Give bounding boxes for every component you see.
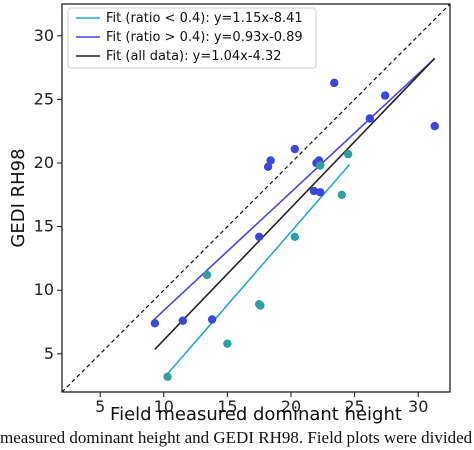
scatter-chart: 5 10 15 20 25 30 5 10 15 20 25 30 Field measured d… (8, 3, 451, 425)
x-tick-label: 5 (95, 397, 105, 416)
data-point-series-0 (430, 121, 439, 131)
data-point-series-0 (316, 188, 325, 197)
x-tick-label: 15 (217, 397, 237, 416)
one-to-one-line (62, 4, 450, 392)
data-point-series-0 (365, 114, 375, 123)
y-tick-label: 5 (44, 344, 54, 363)
data-point-series-1 (316, 161, 325, 170)
data-point-series-0 (254, 232, 264, 241)
y-tick-label: 15 (34, 217, 54, 236)
x-tick-label: 30 (408, 397, 428, 416)
x-axis-title: Field measured dominant height (110, 404, 402, 425)
y-axis-title: GEDI RH98 (8, 148, 29, 247)
data-point-series-0 (330, 78, 339, 88)
data-point-series-1 (223, 339, 232, 348)
data-point-series-1 (256, 301, 265, 310)
data-point-series-0 (263, 162, 273, 172)
data-point-series-0 (309, 186, 319, 196)
x-tick-label: 10 (154, 397, 174, 416)
data-point-series-1 (202, 270, 212, 280)
data-points (150, 78, 439, 381)
figure-caption: measured dominant height and GEDI RH98. … (0, 428, 474, 447)
data-point-series-1 (344, 149, 353, 159)
legend-label-all-data: Fit (all data): y=1.04x-4.32 (106, 49, 282, 64)
data-point-series-0 (380, 91, 390, 100)
data-point-series-0 (207, 315, 217, 324)
data-point-series-1 (337, 190, 347, 200)
fit-line-0 (164, 164, 351, 378)
y-tick-label: 20 (34, 153, 54, 172)
data-point-series-0 (290, 144, 299, 154)
fit-lines (153, 57, 436, 378)
legend-label-ratio-above: Fit (ratio > 0.4): y=0.93x-0.89 (106, 30, 303, 45)
plot-frame (61, 3, 451, 393)
data-point-series-1 (290, 232, 299, 241)
legend-box (67, 7, 317, 69)
y-tick-label: 25 (34, 89, 54, 108)
legend-label-ratio-below: Fit (ratio < 0.4): y=1.15x-8.41 (106, 11, 303, 26)
x-tick-label: 25 (344, 397, 364, 416)
data-point-series-0 (266, 156, 275, 165)
data-point-series-1 (163, 372, 172, 381)
fit-line-2 (154, 57, 436, 350)
legend: Fit (ratio < 0.4): y=1.15x-8.41 Fit (rat… (67, 7, 317, 69)
y-tick-label: 30 (34, 26, 54, 45)
fit-line-1 (153, 57, 436, 321)
y-tick-label: 10 (34, 280, 54, 299)
x-axis: 5 10 15 20 25 30 (95, 392, 428, 416)
data-point-series-0 (150, 319, 160, 328)
plot-area (62, 4, 450, 392)
y-axis: 5 10 15 20 25 30 (34, 26, 62, 363)
x-tick-label: 20 (281, 397, 301, 416)
data-point-series-0 (178, 316, 188, 325)
